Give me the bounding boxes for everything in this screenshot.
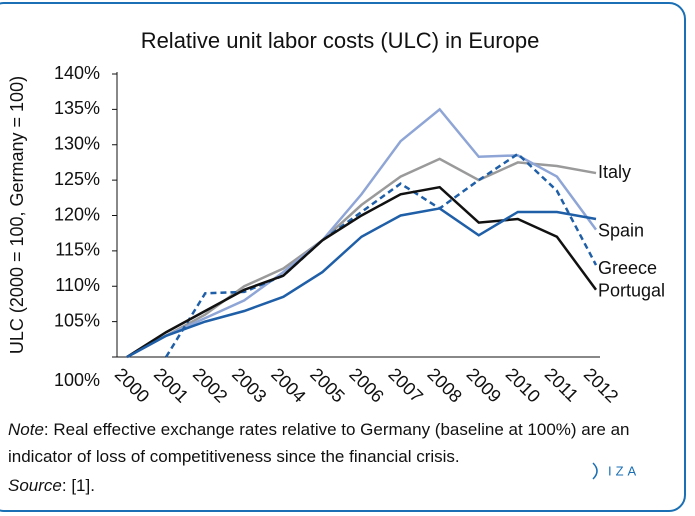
source-text: : [1]. — [61, 476, 95, 495]
x-tick-label: 2000 — [111, 364, 153, 406]
series-label: Italy — [598, 162, 631, 182]
series-label: Greece — [598, 258, 657, 278]
note: Note: Real effective exchange rates rela… — [8, 416, 688, 470]
y-tick-label: 125% — [54, 169, 100, 189]
logo-text: IZA — [608, 463, 640, 478]
x-tick-label: 2003 — [228, 364, 270, 406]
y-tick-label: 100% — [54, 370, 100, 390]
x-tick-label: 2007 — [384, 364, 426, 406]
x-tick-label: 2008 — [423, 364, 465, 406]
x-tick-label: 2010 — [502, 364, 544, 406]
y-axis-label: ULC (2000 = 100, Germany = 100) — [7, 76, 27, 354]
y-tick-label: 105% — [54, 310, 100, 330]
series-line — [126, 207, 597, 359]
x-tick-label: 2004 — [267, 364, 309, 406]
x-tick-label: 2012 — [580, 364, 622, 406]
x-tick-label: 2009 — [463, 364, 505, 406]
series-line — [126, 107, 598, 359]
x-tick-label: 2006 — [345, 364, 387, 406]
series-line — [126, 157, 597, 359]
series-line — [126, 185, 598, 359]
y-tick-label: 130% — [54, 134, 100, 154]
y-tick-label: 115% — [55, 240, 100, 260]
chart-title: Relative unit labor costs (ULC) in Europ… — [141, 28, 540, 53]
y-tick-label: 140% — [54, 63, 100, 83]
y-tick-label: 135% — [54, 98, 100, 118]
x-tick-label: 2002 — [189, 364, 231, 406]
x-tick-label: 2011 — [541, 364, 583, 406]
series-label: Portugal — [598, 281, 665, 301]
series-label: Spain — [598, 220, 644, 240]
logo: IZA — [592, 462, 640, 480]
source-label: Source — [8, 476, 62, 495]
y-tick-label: 120% — [54, 204, 100, 224]
note-label: Note — [8, 420, 44, 439]
note-text: : Real effective exchange rates relative… — [8, 420, 630, 466]
y-tick-label: 110% — [55, 275, 100, 295]
source: Source: [1]. — [8, 472, 95, 499]
x-tick-label: 2001 — [150, 364, 192, 406]
series-line — [165, 152, 598, 358]
x-tick-label: 2005 — [306, 364, 348, 406]
frame — [0, 2, 686, 512]
